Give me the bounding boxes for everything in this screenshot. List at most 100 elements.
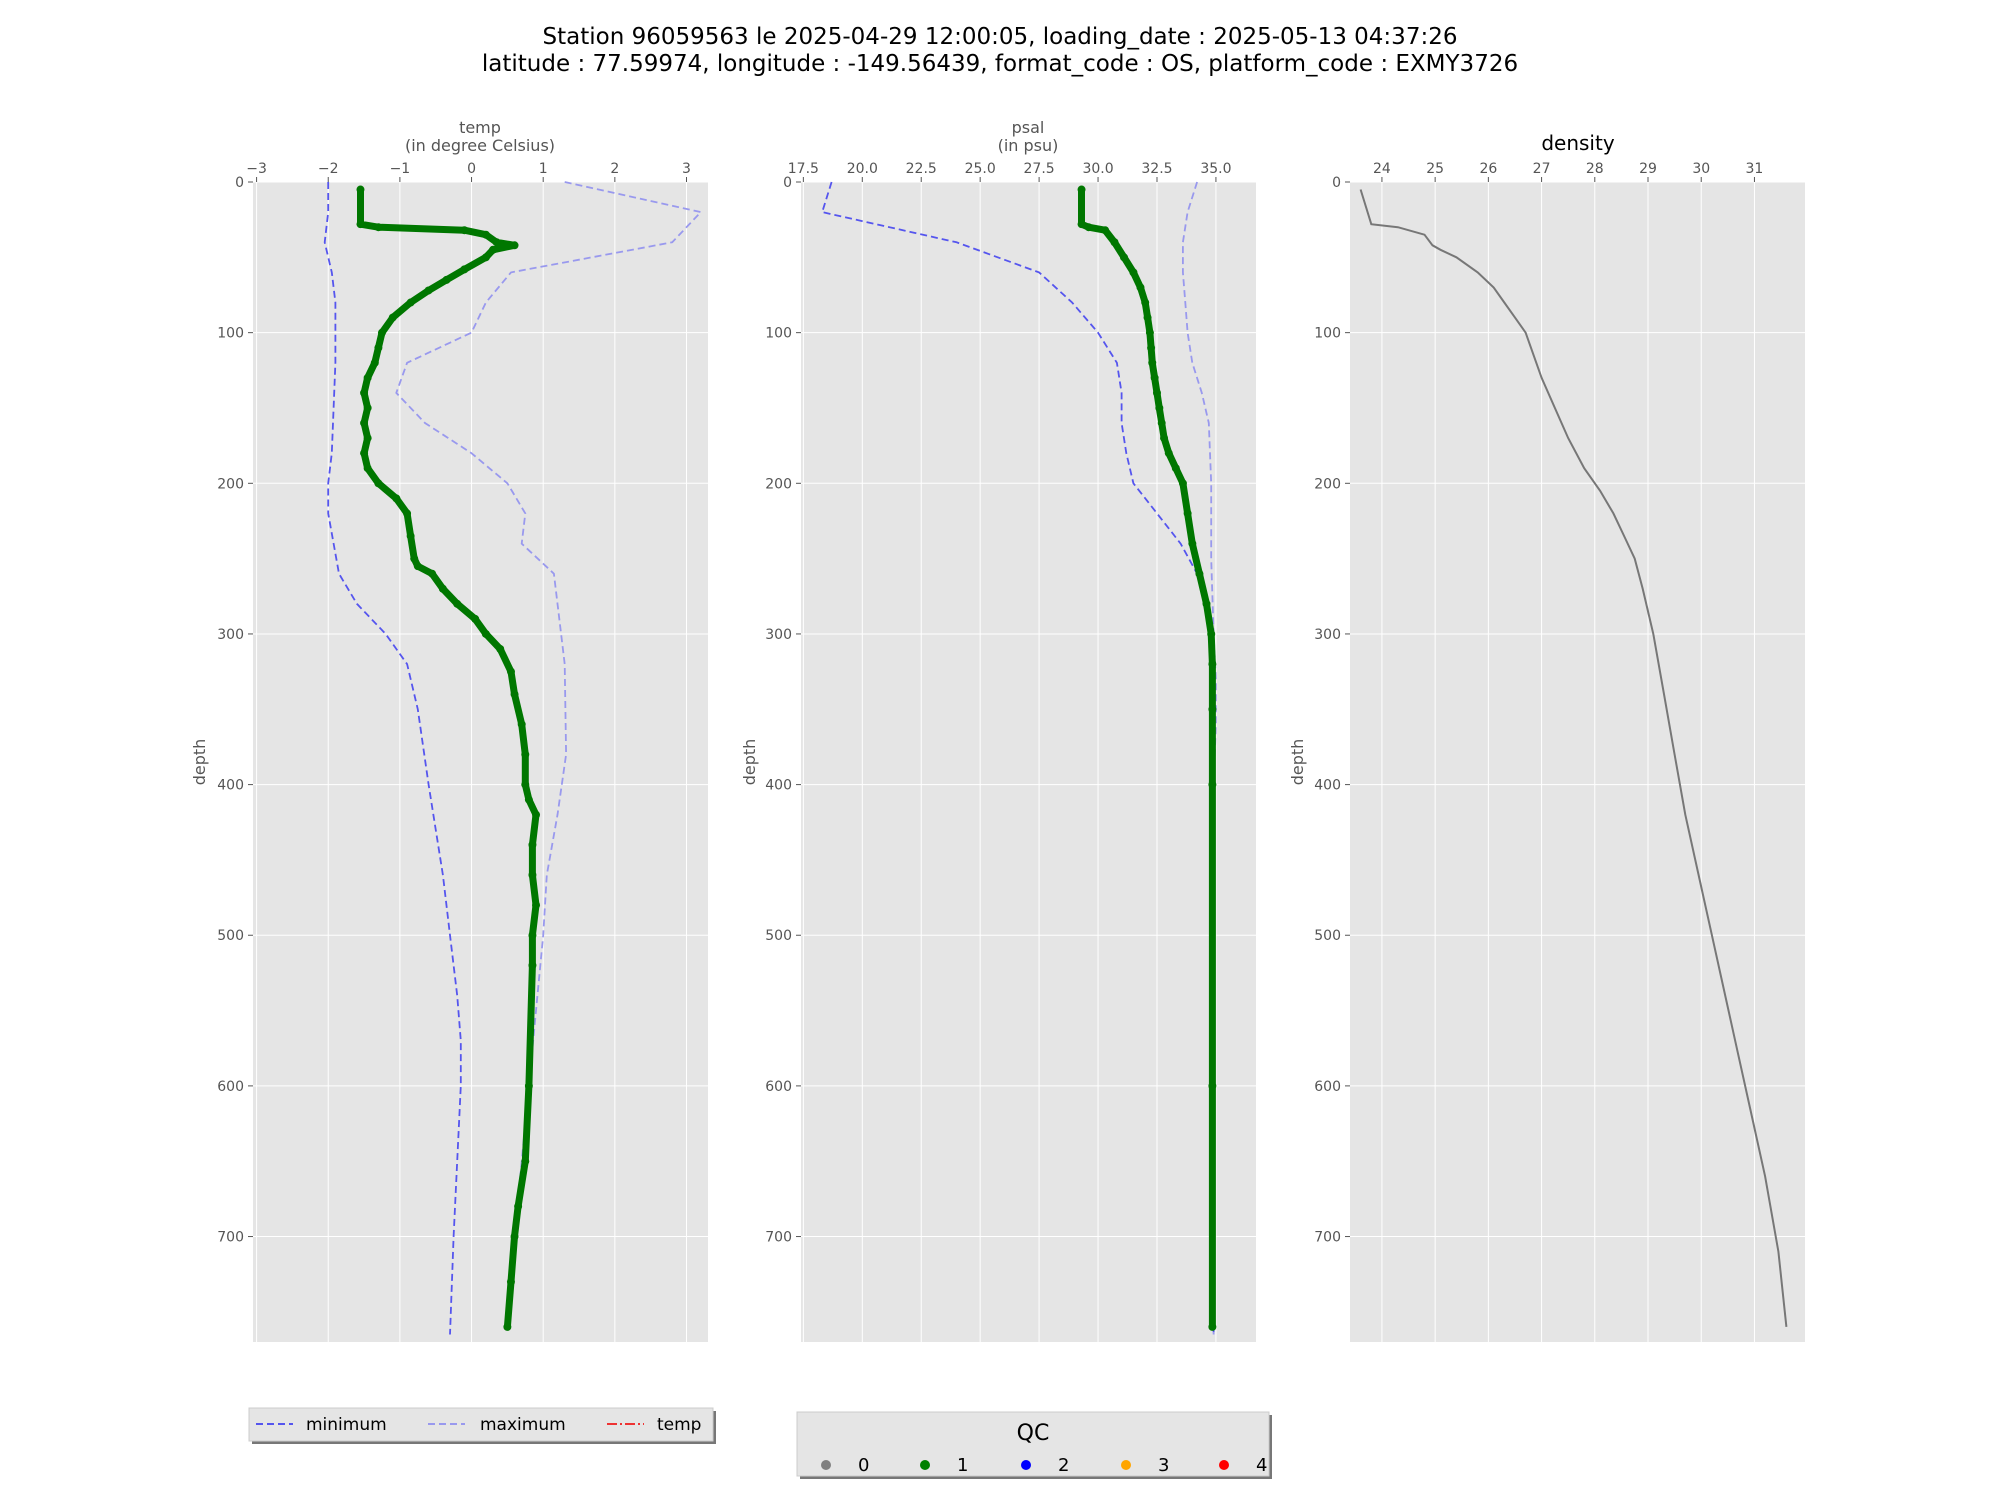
density-x-tick-label: 28 xyxy=(1586,161,1604,177)
temp-qc1-point xyxy=(453,599,462,608)
psal-qc1-point xyxy=(1188,539,1197,548)
temp-x-tick-label: −3 xyxy=(246,161,267,177)
psal-qc1-point xyxy=(1171,464,1180,473)
temp-x-tick-label: 0 xyxy=(467,161,476,177)
density-x-tick-label: 30 xyxy=(1692,161,1710,177)
temp-xlabel: temp xyxy=(459,118,501,137)
temp-qc1-point xyxy=(517,720,526,729)
temp-y-tick-label: 500 xyxy=(217,928,244,944)
temp-qc1-point xyxy=(481,253,490,262)
qc-legend-items: 0 1 2 3 4 xyxy=(821,1455,1267,1476)
psal-panel: 17.5 20.0 22.5 25.0 27.5 30.0 32.5 35.0 0 100 200… xyxy=(740,118,1256,1342)
temp-panel: −3 −2 −1 0 1 2 3 0 100 200 300 400 500 600 700 temp (… xyxy=(190,118,708,1342)
temp-qc1-point xyxy=(528,961,537,970)
temp-qc1-point xyxy=(471,614,480,623)
temp-grid xyxy=(253,181,708,1342)
density-title: density xyxy=(1541,131,1614,155)
psal-x-tick-label: 32.5 xyxy=(1141,161,1172,177)
psal-qc1-point xyxy=(1183,509,1192,518)
qc-2-label: 2 xyxy=(1058,1455,1069,1476)
temp-qc1-point xyxy=(374,479,383,488)
temp-qc1-point xyxy=(403,509,412,518)
qc-3-label: 3 xyxy=(1158,1455,1169,1476)
qc-legend-title: QC xyxy=(1017,1421,1050,1446)
temp-plot-area xyxy=(253,182,708,1342)
psal-qc1-point xyxy=(1195,569,1204,578)
temp-qc1-point xyxy=(360,388,369,397)
temp-qc1-point xyxy=(524,795,533,804)
density-grid xyxy=(1350,181,1805,1342)
temp-y-tick-label: 600 xyxy=(217,1079,244,1095)
density-series xyxy=(1359,189,1788,1328)
temp-qc1-point xyxy=(524,1081,533,1090)
density-x-tick-label: 31 xyxy=(1746,161,1764,177)
temp-qc1-point xyxy=(521,750,530,759)
temp-qc1-point xyxy=(424,286,433,295)
density-plot-area xyxy=(1350,182,1805,1342)
temp-qc1-point xyxy=(510,241,519,250)
temp-xlabel-unit: (in degree Celsius) xyxy=(405,136,555,155)
psal-x-tick-label: 25.0 xyxy=(965,161,996,177)
density-y-tick-label: 400 xyxy=(1314,778,1341,794)
psal-qc1-point xyxy=(1208,660,1217,669)
legend-minimum-label: minimum xyxy=(306,1415,387,1435)
psal-ylabel: depth xyxy=(740,739,759,786)
psal-qc1-point xyxy=(1155,403,1164,412)
temp-qc1-point xyxy=(388,313,397,322)
line-legend: minimum maximum temp xyxy=(248,1407,716,1444)
legend-temp-label: temp xyxy=(657,1415,701,1435)
density-x-tick-label: 26 xyxy=(1479,161,1497,177)
psal-x-tick-label: 20.0 xyxy=(847,161,878,177)
temp-x-tick-label: 2 xyxy=(610,161,619,177)
temp-x-tick-label: 3 xyxy=(682,161,691,177)
temp-qc1-point xyxy=(356,185,365,194)
temp-qc1-point xyxy=(510,1232,519,1241)
psal-qc1-point xyxy=(1207,629,1216,638)
psal-qc1-point xyxy=(1157,419,1166,428)
temp-qc1-point xyxy=(406,298,415,307)
density-x-tick-label: 27 xyxy=(1533,161,1551,177)
psal-grid xyxy=(801,181,1256,1342)
psal-x-ticks: 17.5 20.0 22.5 25.0 27.5 30.0 32.5 35.0 xyxy=(788,161,1232,182)
density-x-tick-label: 24 xyxy=(1373,161,1391,177)
psal-x-tick-label: 35.0 xyxy=(1200,161,1231,177)
psal-qc1-point xyxy=(1141,298,1150,307)
temp-x-tick-label: 1 xyxy=(539,161,548,177)
psal-qc1-point xyxy=(1150,373,1159,382)
temp-qc1-point xyxy=(370,358,379,367)
temp-y-ticks: 0 100 200 300 400 500 600 700 xyxy=(217,175,253,1246)
psal-y-ticks: 0 100 200 300 400 500 600 700 xyxy=(765,175,801,1246)
qc-legend-box xyxy=(796,1411,1270,1477)
density-y-tick-label: 500 xyxy=(1314,928,1341,944)
temp-qc1-point xyxy=(406,532,415,541)
psal-qc1-point xyxy=(1143,313,1152,322)
psal-qc1-point xyxy=(1208,1322,1217,1331)
psal-qc1-point xyxy=(1145,328,1154,337)
density-y-tick-label: 200 xyxy=(1314,476,1341,492)
temp-qc1-point xyxy=(532,810,541,819)
figure-title-line2: latitude : 77.59974, longitude : -149.56… xyxy=(481,51,1519,77)
psal-qc1-point xyxy=(1208,780,1217,789)
temp-x-tick-label: −2 xyxy=(318,161,339,177)
temp-y-tick-label: 400 xyxy=(217,778,244,794)
psal-y-tick-label: 700 xyxy=(765,1230,792,1246)
temp-x-tick-label: −1 xyxy=(390,161,411,177)
temp-qc1-point xyxy=(532,901,541,910)
figure-title-line1: Station 96059563 le 2025-04-29 12:00:05,… xyxy=(542,24,1458,50)
psal-x-tick-label: 30.0 xyxy=(1082,161,1113,177)
psal-x-tick-label: 22.5 xyxy=(906,161,937,177)
psal-qc1-point xyxy=(1077,185,1086,194)
density-y-tick-label: 100 xyxy=(1314,326,1341,342)
qc-3-marker xyxy=(1121,1460,1131,1470)
temp-minimum-line xyxy=(323,182,462,1335)
temp-qc1-point xyxy=(528,870,537,879)
temp-qc1-point xyxy=(356,220,365,229)
temp-qc1-point xyxy=(363,373,372,382)
psal-y-tick-label: 600 xyxy=(765,1079,792,1095)
density-line xyxy=(1359,189,1788,1328)
psal-qc1-point xyxy=(1208,1081,1217,1090)
psal-y-tick-label: 0 xyxy=(783,175,792,191)
temp-qc1-point xyxy=(481,230,490,239)
temp-qc1-point xyxy=(460,226,469,235)
